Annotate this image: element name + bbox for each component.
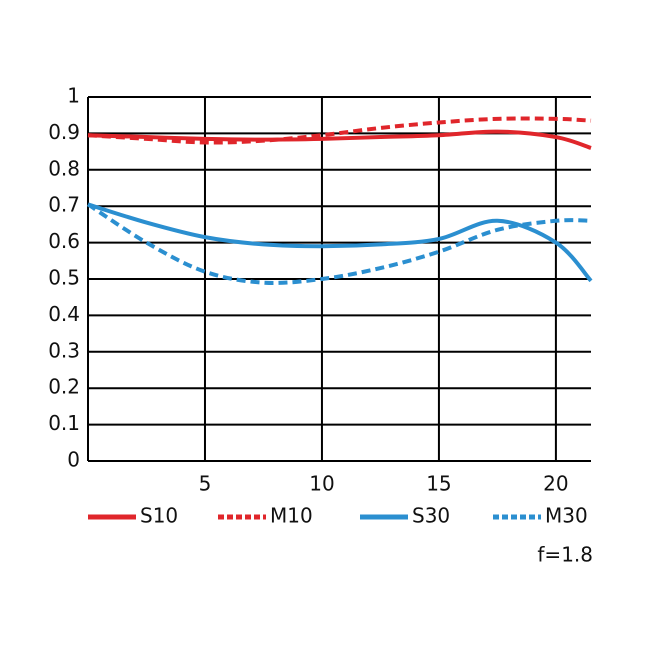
- y-tick-label: 0.1: [48, 411, 80, 435]
- legend-label: M30: [545, 504, 588, 528]
- x-tick-label: 10: [309, 472, 334, 496]
- x-tick-label: 15: [426, 472, 451, 496]
- y-tick-label: 0.7: [48, 193, 80, 217]
- y-tick-label: 0.8: [48, 156, 80, 180]
- y-tick-label: 0.4: [48, 302, 80, 326]
- legend-label: S10: [140, 504, 178, 528]
- y-tick-label: 0.6: [48, 229, 80, 253]
- series-line: [86, 202, 592, 285]
- y-tick-label: 0.3: [48, 338, 80, 362]
- x-tick-label: 20: [543, 472, 568, 496]
- y-tick-label: 0.5: [48, 266, 80, 290]
- legend-label: S30: [412, 504, 450, 528]
- series-line: [87, 202, 593, 283]
- y-tick-label: 0: [67, 448, 80, 472]
- y-tick-label: 0.2: [48, 375, 80, 399]
- legend-label: M10: [270, 504, 313, 528]
- y-tick-label: 0.9: [48, 120, 80, 144]
- annotation: f=1.8: [537, 543, 593, 567]
- x-tick-label: 5: [199, 472, 212, 496]
- series-line: [87, 116, 592, 145]
- y-tick-label: 1: [67, 84, 80, 108]
- series-line: [87, 129, 592, 150]
